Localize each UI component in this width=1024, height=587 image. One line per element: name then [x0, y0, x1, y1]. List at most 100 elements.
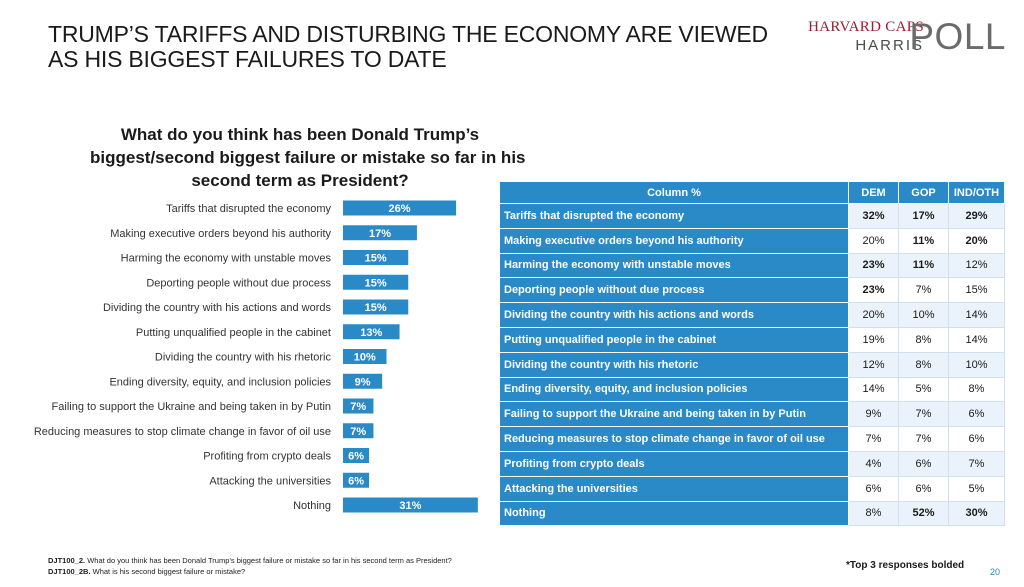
crosstab-row: Nothing 8% 52% 30% — [499, 500, 1005, 527]
bar-category-label: Reducing measures to stop climate change… — [34, 426, 331, 438]
crosstab-row-label: Reducing measures to stop climate change… — [499, 426, 849, 452]
crosstab-row: Making executive orders beyond his autho… — [499, 227, 1005, 254]
bar-value-label: 15% — [365, 302, 387, 314]
bar-value-label: 10% — [354, 352, 376, 364]
harvard-caps-harris-poll-logo: HARVARD CAPS HARRIS POLL — [796, 18, 1006, 58]
bar-value-label: 15% — [365, 277, 387, 289]
crosstab-cell-dem: 7% — [848, 426, 899, 452]
crosstab-row: Ending diversity, equity, and inclusion … — [499, 376, 1005, 403]
bar — [343, 448, 370, 463]
crosstab-cell-ind-oth: 14% — [948, 302, 1005, 328]
crosstab-cell-dem: 6% — [848, 475, 899, 502]
bar-category-label: Attacking the universities — [209, 475, 331, 487]
crosstab-row-label: Profiting from crypto deals — [499, 450, 849, 477]
crosstab-cell-gop: 52% — [898, 500, 949, 527]
crosstab-cell-gop: 6% — [898, 450, 949, 477]
crosstab-cell-ind-oth: 6% — [948, 426, 1005, 452]
bar-value-label: 15% — [365, 253, 387, 265]
crosstab-row-label: Making executive orders beyond his autho… — [499, 227, 849, 254]
crosstab-row: Harming the economy with unstable moves 2… — [499, 252, 1005, 279]
crosstab-cell-gop: 5% — [898, 376, 949, 403]
crosstab-table: Column % DEM GOP IND/OTH Tariffs that di… — [499, 181, 1005, 527]
bar — [343, 250, 409, 265]
crosstab-row-label: Nothing — [499, 500, 849, 527]
crosstab-row-label: Tariffs that disrupted the economy — [499, 203, 849, 229]
crosstab-cell-gop: 7% — [898, 401, 949, 428]
footnote-text-1: What do you think has been Donald Trump’… — [87, 556, 452, 565]
bar-category-label: Dividing the country with his actions an… — [103, 302, 332, 314]
footnote-code-1: DJT100_2. — [48, 556, 86, 565]
crosstab-cell-dem: 19% — [848, 326, 899, 353]
crosstab-row-label: Harming the economy with unstable moves — [499, 252, 849, 279]
bar-value-label: 6% — [348, 475, 364, 487]
crosstab-cell-gop: 10% — [898, 302, 949, 328]
bar-chart: Tariffs that disrupted the economy 26% Mak… — [34, 200, 478, 513]
bar-category-label: Ending diversity, equity, and inclusion … — [109, 376, 331, 388]
crosstab-cell-dem: 23% — [848, 252, 899, 279]
bar-category-label: Harming the economy with unstable moves — [121, 253, 332, 265]
crosstab-cell-gop: 8% — [898, 351, 949, 378]
crosstab-cell-ind-oth: 29% — [948, 203, 1005, 229]
bar — [343, 373, 383, 389]
crosstab-cell-gop: 11% — [898, 227, 949, 254]
crosstab-cell-gop: 8% — [898, 326, 949, 353]
header-ind-oth: IND/OTH — [948, 181, 1005, 204]
bar — [343, 472, 370, 488]
bar-value-label: 7% — [350, 401, 366, 413]
chart-question: What do you think has been Donald Trump’… — [90, 123, 526, 192]
bar-value-label: 6% — [348, 451, 364, 463]
bar — [343, 299, 409, 315]
crosstab-cell-ind-oth: 8% — [948, 376, 1005, 403]
crosstab-cell-ind-oth: 30% — [948, 500, 1005, 527]
bar-category-label: Profiting from crypto deals — [203, 451, 331, 463]
page-title-line-2: AS HIS BIGGEST FAILURES TO DATE — [48, 46, 447, 72]
question-line-1: What do you think has been Donald Trump’… — [120, 125, 480, 144]
crosstab-header-row: Column % DEM GOP IND/OTH — [499, 181, 1005, 204]
bar-value-label: 13% — [360, 327, 382, 339]
bar — [343, 423, 374, 439]
crosstab-row: Dividing the country with his rhetoric 12… — [499, 351, 1005, 378]
crosstab-row-label: Dividing the country with his rhetoric — [499, 351, 849, 378]
bar-value-label: 7% — [350, 426, 366, 438]
crosstab-row: Profiting from crypto deals 4% 6% 7% — [499, 450, 1005, 477]
crosstab-cell-dem: 20% — [848, 302, 899, 328]
crosstab-row: Failing to support the Ukraine and being… — [499, 401, 1005, 428]
header-dem: DEM — [848, 181, 899, 204]
bar-category-label: Failing to support the Ukraine and being… — [52, 401, 331, 413]
bar — [343, 274, 409, 290]
footnote-text-2: What is his second biggest failure or mi… — [92, 567, 246, 576]
bar-value-label: 26% — [389, 203, 411, 215]
bar-category-label: Nothing — [293, 500, 331, 512]
bold-note: *Top 3 responses bolded — [846, 560, 965, 571]
bar-value-label: 9% — [355, 376, 371, 388]
crosstab-cell-ind-oth: 5% — [948, 475, 1005, 502]
crosstab-cell-ind-oth: 6% — [948, 401, 1005, 428]
crosstab-row-label: Putting unqualified people in the cabine… — [499, 326, 849, 353]
bar — [343, 225, 417, 241]
crosstab-row: Deporting people without due process 23% 7… — [499, 277, 1005, 304]
crosstab-row-label: Failing to support the Ukraine and being… — [499, 401, 849, 428]
bar-category-label: Putting unqualified people in the cabine… — [136, 327, 331, 339]
crosstab-row-label: Deporting people without due process — [499, 277, 849, 304]
crosstab-cell-gop: 6% — [898, 475, 949, 502]
logo-poll: POLL — [909, 16, 1006, 57]
crosstab-cell-ind-oth: 15% — [948, 277, 1005, 304]
crosstab-cell-dem: 32% — [848, 203, 899, 229]
crosstab-row-label: Dividing the country with his actions an… — [499, 302, 849, 328]
crosstab-cell-ind-oth: 10% — [948, 351, 1005, 378]
crosstab-cell-dem: 14% — [848, 376, 899, 403]
bar — [343, 349, 387, 364]
crosstab-cell-dem: 4% — [848, 450, 899, 477]
bar — [343, 398, 374, 414]
crosstab-cell-gop: 7% — [898, 426, 949, 452]
page-title-line-1: TRUMP’S TARIFFS AND DISTURBING THE ECONO… — [48, 21, 768, 47]
crosstab-cell-gop: 7% — [898, 277, 949, 304]
page-number: 20 — [990, 567, 1001, 577]
crosstab-row: Tariffs that disrupted the economy 32% 17%… — [499, 203, 1005, 229]
question-line-2: biggest/second biggest failure or mistak… — [90, 148, 526, 167]
crosstab-row: Attacking the universities 6% 6% 5% — [499, 475, 1005, 502]
bar-category-label: Deporting people without due process — [146, 277, 331, 289]
bar — [343, 324, 400, 340]
crosstab-row-label: Ending diversity, equity, and inclusion … — [499, 376, 849, 403]
crosstab-cell-dem: 9% — [848, 401, 899, 428]
